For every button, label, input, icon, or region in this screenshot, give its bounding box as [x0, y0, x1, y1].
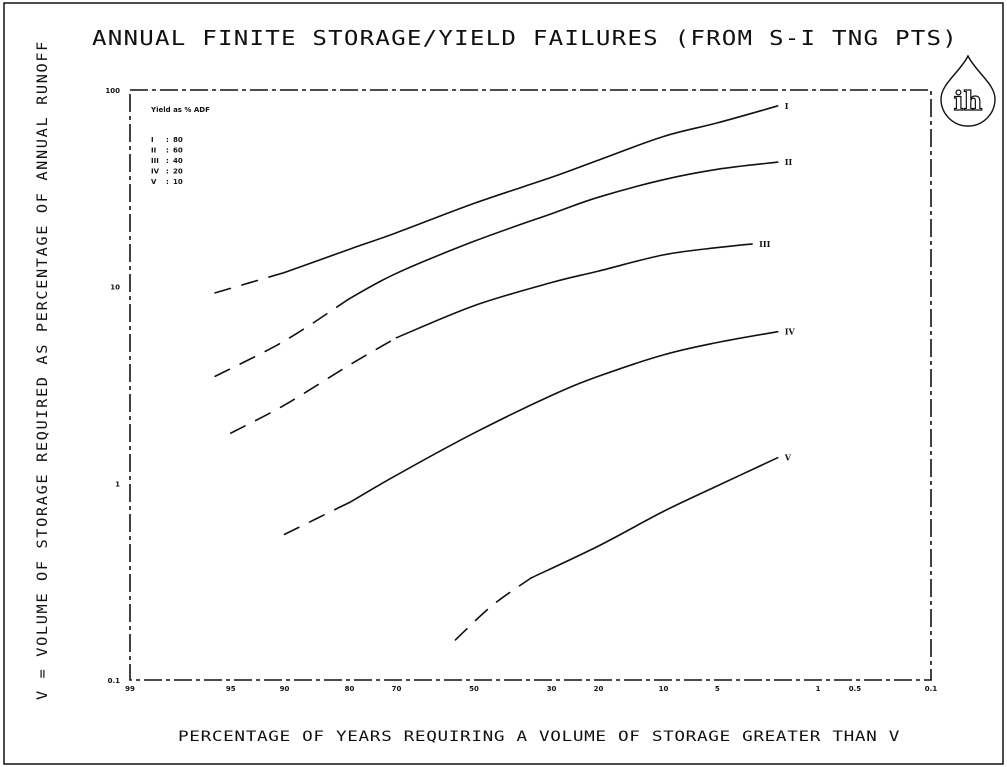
- x-tick-label: 20: [594, 685, 604, 693]
- x-tick-label: 95: [226, 685, 236, 693]
- legend-entry-code: V: [151, 178, 157, 186]
- legend-entry-sep: :: [166, 168, 169, 176]
- series-label: III: [759, 239, 770, 249]
- x-tick-label: 10: [659, 685, 669, 693]
- y-axis-label: V = VOLUME OF STORAGE REQUIRED AS PERCEN…: [35, 40, 51, 700]
- x-tick-label: 50: [469, 685, 479, 693]
- legend-entry-code: I: [151, 136, 154, 144]
- legend-entry-value: 60: [173, 147, 183, 155]
- legend-entry-value: 10: [173, 178, 183, 186]
- legend-entry-sep: :: [166, 136, 169, 144]
- series-iv-line: [348, 330, 779, 504]
- y-tick-label: 10: [110, 284, 120, 292]
- plot-layer: 99 95 90 80 70 50 30 20 10 5 1 0.5 0.1 100 10 1 0.1 Yield…: [105, 87, 937, 693]
- x-tick-label: 1: [816, 685, 821, 693]
- series-ii-line: [348, 161, 779, 300]
- chart-title: ANNUAL FINITE STORAGE/YIELD FAILURES (FR…: [92, 26, 958, 50]
- x-axis-label: PERCENTAGE OF YEARS REQUIRING A VOLUME O…: [178, 729, 900, 745]
- outer-frame: [3, 2, 1004, 765]
- series-label: IV: [785, 327, 796, 337]
- y-tick-label: 1: [115, 480, 120, 488]
- legend-entry-value: 40: [173, 157, 183, 165]
- legend-entry-sep: :: [166, 178, 169, 186]
- legend-entry-sep: :: [166, 147, 169, 155]
- x-tick-label: 0.5: [849, 685, 862, 693]
- series-iii-line: [395, 243, 753, 339]
- x-tick-label: 0.1: [925, 685, 938, 693]
- x-tick-label: 5: [715, 685, 720, 693]
- legend-entry-code: II: [151, 147, 156, 155]
- x-tick-label: 80: [345, 685, 355, 693]
- plot-area: [129, 89, 932, 681]
- series-label: II: [785, 157, 793, 167]
- series-v-line: [530, 456, 779, 579]
- svg-text:ih: ih: [954, 87, 983, 117]
- y-tick-label: 100: [105, 87, 120, 95]
- legend-entry-value: 20: [173, 168, 183, 176]
- series-label: V: [784, 453, 792, 463]
- legend-entry-sep: :: [166, 157, 169, 165]
- x-tick-label: 30: [547, 685, 557, 693]
- series-iv-dashed-line: [283, 501, 351, 536]
- series-ii-dashed-line: [214, 297, 351, 378]
- ih-logo: ih: [940, 54, 996, 127]
- legend-title: Yield as % ADF: [150, 106, 210, 114]
- legend-entry-value: 80: [173, 136, 183, 144]
- legend-entry-code: IV: [151, 168, 160, 176]
- series-i-line: [283, 105, 779, 274]
- series-i-dashed-line: [214, 271, 286, 294]
- series-iii-dashed-line: [230, 336, 398, 434]
- y-tick-label: 0.1: [108, 677, 121, 685]
- legend-entry-code: III: [151, 157, 159, 165]
- series-v-dashed-line: [454, 577, 532, 641]
- x-tick-label: 99: [125, 685, 135, 693]
- x-tick-label: 90: [280, 685, 290, 693]
- series-label: I: [785, 101, 789, 111]
- x-tick-label: 70: [392, 685, 402, 693]
